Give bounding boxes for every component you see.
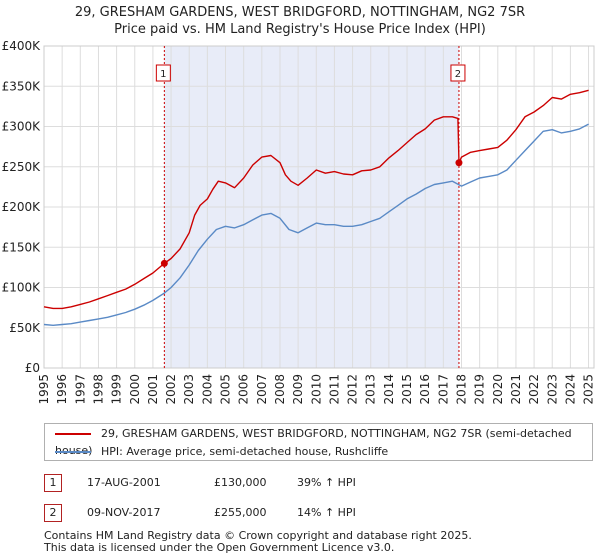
x-tick-label: 2005	[219, 374, 233, 405]
transaction-row-2: 2 09-NOV-2017 £255,000 14% ↑ HPI	[44, 503, 593, 523]
transaction-price: £255,000	[214, 506, 267, 519]
hpi-series-line	[43, 123, 589, 326]
transaction-hpi-change: 14% ↑ HPI	[297, 506, 356, 519]
x-tick-label: 1997	[73, 374, 87, 405]
y-tick-label: £200K	[2, 200, 42, 214]
x-tick-label: 2007	[255, 374, 269, 405]
x-tick-label: 2000	[128, 374, 142, 405]
axis-frame	[43, 45, 595, 369]
y-tick-label: £50K	[9, 321, 41, 335]
x-tick-label: 1998	[91, 374, 105, 405]
y-tick-label: £100K	[2, 281, 42, 295]
x-tick-label: 2004	[200, 374, 214, 405]
series-lines	[43, 89, 589, 326]
x-tick-label: 2009	[291, 374, 305, 405]
x-tick-label: 2012	[346, 374, 360, 405]
legend-swatch-property	[55, 433, 91, 435]
x-tick-label: 2016	[418, 374, 432, 405]
sale-marker-box	[450, 64, 466, 82]
x-tick-label: 2021	[509, 374, 523, 405]
tick-labels: £0 £50K £100K £150K £200K £250K £300K £350K £400…	[2, 39, 596, 405]
chart-title-block: 29, GRESHAM GARDENS, WEST BRIDGFORD, NOT…	[0, 4, 600, 38]
transaction-hpi-change: 39% ↑ HPI	[297, 476, 356, 489]
x-tick-label: 2013	[364, 374, 378, 405]
property-price-series-line	[43, 89, 589, 310]
y-tick-label: £250K	[2, 160, 42, 174]
transaction-number: 1	[44, 474, 62, 492]
x-tick-label: 2002	[164, 374, 178, 405]
legend-label-hpi: HPI: Average price, semi-detached house,…	[101, 445, 389, 458]
y-tick-label: £0	[25, 361, 40, 375]
footer-line-1: Contains HM Land Registry data © Crown c…	[44, 529, 472, 542]
x-tick-label: 1999	[110, 374, 124, 405]
legend-label-property: 29, GRESHAM GARDENS, WEST BRIDGFORD, NOT…	[55, 427, 572, 457]
x-tick-label: 2022	[527, 374, 541, 405]
grid-lines	[43, 45, 594, 369]
transaction-row-1: 1 17-AUG-2001 £130,000 39% ↑ HPI	[44, 473, 593, 493]
y-tick-label: £300K	[2, 120, 42, 134]
x-tick-label: 2023	[545, 374, 559, 405]
legend-swatch-hpi	[55, 451, 91, 453]
x-tick-label: 2019	[473, 374, 487, 405]
chart-subtitle: Price paid vs. HM Land Registry's House …	[114, 22, 486, 37]
legend-item-hpi: HPI: Average price, semi-detached house,…	[55, 443, 388, 460]
chart-title: 29, GRESHAM GARDENS, WEST BRIDGFORD, NOT…	[74, 5, 526, 20]
sale-marker-label: 2	[455, 69, 461, 80]
x-tick-label: 2014	[382, 374, 396, 405]
legend-item-property: 29, GRESHAM GARDENS, WEST BRIDGFORD, NOT…	[55, 425, 592, 457]
y-tick-label: £150K	[2, 240, 42, 254]
x-tick-label: 2003	[182, 374, 196, 405]
x-tick-label: 2017	[436, 374, 450, 405]
transaction-date: 17-AUG-2001	[87, 476, 161, 489]
transaction-number: 2	[44, 504, 62, 522]
x-tick-label: 1996	[55, 374, 69, 405]
sale-point	[160, 259, 168, 267]
x-tick-label: 1995	[37, 374, 51, 405]
x-tick-label: 2010	[309, 374, 323, 405]
y-tick-label: £350K	[2, 79, 42, 93]
transaction-date: 09-NOV-2017	[87, 506, 161, 519]
transaction-price: £130,000	[214, 476, 267, 489]
x-tick-label: 2008	[273, 374, 287, 405]
x-tick-label: 2006	[237, 374, 251, 405]
x-tick-label: 2001	[146, 374, 160, 405]
footer-attribution: Contains HM Land Registry data © Crown c…	[44, 530, 472, 554]
chart-legend: 29, GRESHAM GARDENS, WEST BRIDGFORD, NOT…	[44, 423, 593, 461]
sale-point	[455, 159, 463, 167]
x-tick-label: 2018	[454, 374, 468, 405]
x-tick-label: 2020	[491, 374, 505, 405]
y-tick-label: £400K	[2, 39, 42, 53]
footer-line-2: This data is licensed under the Open Gov…	[44, 541, 395, 554]
x-tick-label: 2025	[582, 374, 596, 405]
sale-marker-label: 1	[160, 69, 166, 80]
x-tick-label: 2024	[563, 374, 577, 405]
x-tick-label: 2011	[327, 374, 341, 405]
x-tick-label: 2015	[400, 374, 414, 405]
plot-frame	[43, 45, 595, 369]
sale-marker-box	[155, 64, 171, 82]
